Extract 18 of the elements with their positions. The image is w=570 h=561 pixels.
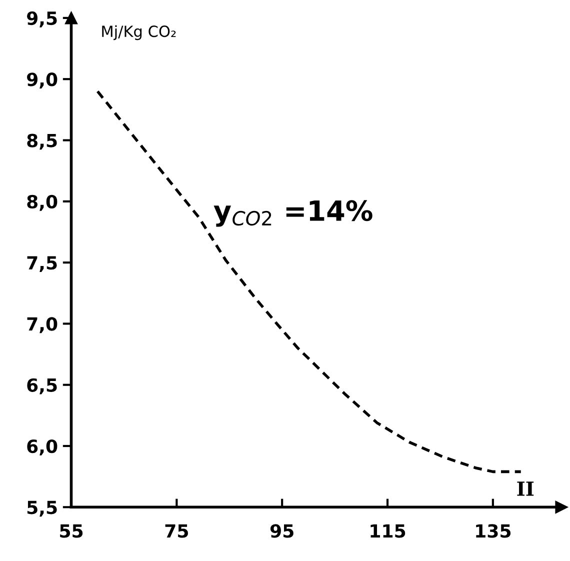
y-tick-label: 9,5: [27, 11, 57, 28]
y-axis-title: Mj/Kg CO₂: [102, 25, 176, 40]
y-tick-label: 9,0: [27, 72, 58, 89]
y-tick-label: 6,0: [27, 439, 58, 456]
y-tick-label: 7,0: [27, 317, 58, 334]
x-tick-label: 135: [476, 524, 511, 538]
x-tick-label: 75: [165, 524, 188, 538]
x-axis-title: II: [517, 482, 534, 496]
y-tick-label: 8,0: [27, 194, 58, 211]
y-tick-label: 6,5: [27, 378, 57, 394]
x-tick-label: 55: [60, 524, 83, 538]
x-tick-label: 115: [370, 524, 406, 538]
x-tick-label: 95: [270, 524, 294, 538]
line-series: [96, 90, 522, 474]
y-tick-label: 8,5: [27, 134, 57, 150]
y-tick-label: 7,5: [27, 256, 57, 272]
annotation: y$_{CO2}$ =14%: [214, 200, 372, 227]
y-tick-label: 5,5: [27, 500, 57, 517]
